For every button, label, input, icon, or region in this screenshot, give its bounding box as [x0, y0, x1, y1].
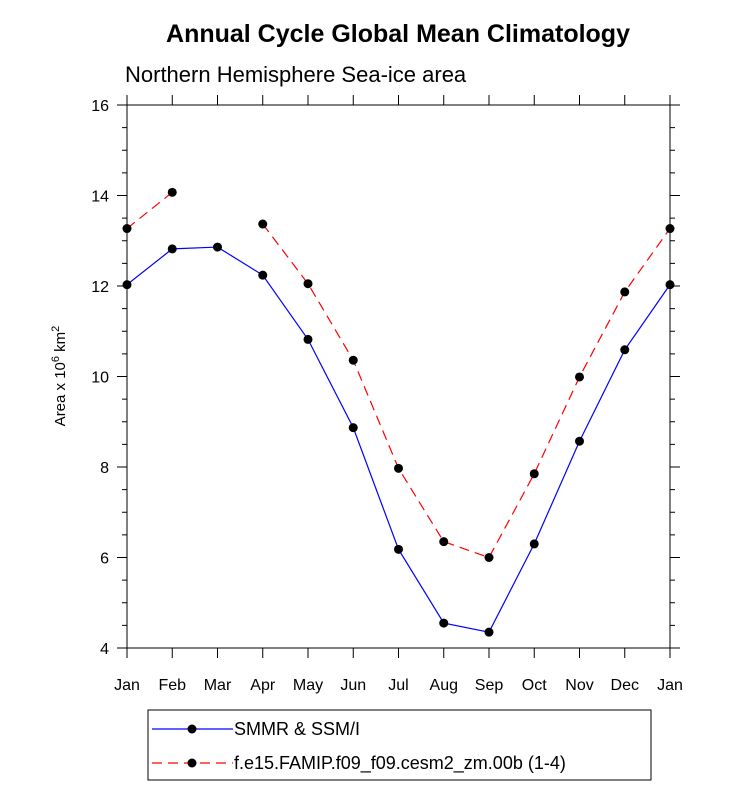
data-point: [620, 287, 630, 297]
data-point: [529, 469, 539, 479]
y-tick-label: 4: [100, 641, 109, 658]
data-point: [484, 553, 494, 562]
y-axis: 4 6 8 10 12 14 16: [91, 98, 680, 658]
y-tick-label: 6: [100, 551, 109, 568]
series-line-0: [126, 246, 671, 633]
x-tick-label: Feb: [158, 677, 186, 694]
y-tick-label: 10: [91, 370, 109, 387]
y-tick-label: 12: [91, 279, 109, 296]
data-point: [439, 537, 449, 547]
data-point: [213, 242, 222, 252]
legend-label-model: f.e15.FAMIP.f09_f09.cesm2_zm.00b (1-4): [234, 753, 566, 774]
data-point: [484, 627, 494, 637]
x-tick-label: Nov: [565, 677, 593, 694]
data-point: [665, 280, 675, 290]
data-point: [167, 187, 177, 197]
series-1: [122, 187, 675, 562]
series-line-1: [126, 191, 173, 230]
x-tick-label: Jul: [388, 677, 408, 694]
legend-label-smmr: SMMR & SSM/I: [234, 719, 360, 739]
x-tick-label: Jan: [114, 677, 140, 694]
x-axis: Jan Feb Mar Apr May Jun Jul Aug Sep Oct Nov Dec Jan: [114, 95, 683, 694]
data-point: [122, 224, 132, 234]
data-point: [439, 618, 449, 628]
x-tick-label: Mar: [204, 677, 232, 694]
series-layer: [122, 187, 675, 637]
data-point: [348, 355, 358, 365]
data-point: [167, 244, 177, 254]
y-tick-label: 14: [91, 189, 109, 206]
x-tick-label: Dec: [611, 677, 639, 694]
series-0: [122, 242, 675, 637]
plot-frame-rect: [126, 104, 671, 649]
data-point: [122, 280, 132, 290]
data-point: [258, 270, 268, 280]
y-tick-label: 8: [100, 460, 109, 477]
data-point: [394, 463, 403, 473]
legend-entry-model: f.e15.FAMIP.f09_f09.cesm2_zm.00b (1-4): [152, 753, 566, 774]
x-tick-label: May: [293, 677, 323, 694]
data-point: [620, 345, 630, 355]
chart-title: Annual Cycle Global Mean Climatology: [166, 20, 630, 48]
legend: SMMR & SSM/I f.e15.FAMIP.f09_f09.cesm2_z…: [147, 709, 652, 781]
chart-subtitle: Northern Hemisphere Sea-ice area: [125, 62, 467, 87]
x-tick-label: Jun: [340, 677, 366, 694]
x-tick-label: Jan: [657, 677, 683, 694]
data-point: [529, 539, 539, 549]
x-tick-label: Aug: [430, 677, 458, 694]
y-axis-label: Area x 106 km2: [50, 326, 69, 427]
data-point: [258, 219, 268, 229]
data-point: [575, 372, 584, 382]
data-point: [303, 279, 313, 289]
legend-entry-smmr: SMMR & SSM/I: [152, 719, 360, 739]
plot-frame: [126, 104, 671, 649]
series-line-1: [262, 223, 671, 559]
data-point: [303, 334, 313, 344]
y-tick-label: 16: [91, 98, 109, 115]
legend-marker-smmr: [187, 724, 197, 734]
data-point: [394, 544, 403, 554]
data-point: [348, 423, 358, 433]
data-point: [665, 224, 675, 234]
legend-box: [147, 709, 652, 781]
data-point: [575, 436, 584, 446]
legend-marker-model: [187, 758, 197, 768]
x-tick-label: Oct: [522, 677, 547, 694]
x-tick-label: Apr: [250, 677, 276, 694]
x-tick-label: Sep: [475, 677, 504, 694]
